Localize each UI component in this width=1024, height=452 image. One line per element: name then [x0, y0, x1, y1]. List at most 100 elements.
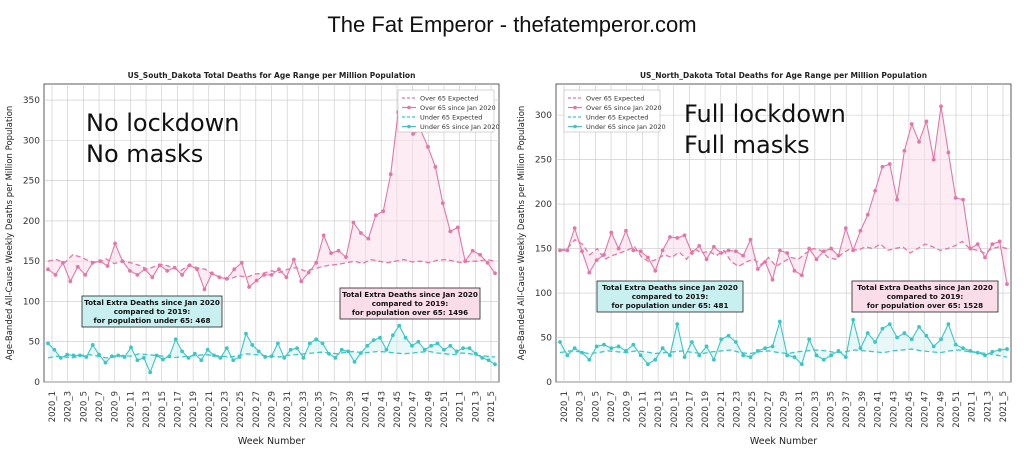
x-tick-label: 2021_3 [983, 391, 993, 422]
over65-actual-point [277, 267, 281, 272]
over65-actual-point [558, 248, 562, 253]
under65-actual-point [154, 353, 159, 358]
under65-actual-point [777, 319, 782, 324]
over65-actual-point [195, 267, 199, 272]
over65-actual-point [711, 244, 716, 249]
under65-actual-point [580, 350, 584, 355]
chart-title: US_South_Dakota Total Deaths for Age Ran… [128, 71, 416, 80]
over65-actual-point [697, 243, 702, 248]
over65-actual-point [580, 249, 584, 254]
under65-actual-point [473, 351, 478, 356]
over65-actual-point [113, 241, 117, 246]
over65-actual-point [939, 104, 943, 109]
under65-actual-point [807, 337, 812, 342]
under65-actual-point [493, 362, 497, 367]
over65-actual-point [142, 267, 147, 272]
over65-actual-point [975, 242, 980, 247]
under65-actual-point [359, 351, 363, 355]
over65-actual-point [455, 225, 460, 230]
over65-actual-point [748, 237, 753, 242]
annotation-box: Total Extra Deaths since Jan 2020compare… [851, 280, 999, 313]
legend-label: Under 65 since Jan 2020 [420, 123, 500, 131]
under65-actual-point [961, 346, 965, 351]
y-tick-label: 350 [23, 96, 40, 106]
over65-actual-point [653, 268, 658, 273]
under65-actual-point [865, 331, 870, 335]
x-tick-label: 2020_27 [252, 391, 262, 428]
x-tick-label: 2020_7 [607, 391, 617, 422]
under65-actual-point [602, 342, 606, 347]
over65-actual-point [373, 213, 378, 218]
legend-label: Under 65 Expected [586, 114, 648, 122]
x-tick-label: 2020_27 [764, 391, 774, 428]
over65-actual-point [997, 239, 1002, 244]
annotation-box: Total Extra Deaths since Jan 2020compare… [339, 287, 481, 320]
under65-actual-point [733, 340, 738, 344]
legend-label: Over 65 Expected [586, 95, 644, 103]
under65-actual-point [199, 358, 204, 363]
over65-actual-point [269, 272, 274, 277]
under65-actual-point [141, 355, 146, 360]
x-tick-label: 2020_37 [330, 391, 340, 428]
over65-actual-point [381, 209, 386, 214]
under65-actual-point [939, 337, 943, 342]
x-tick-label: 2020_43 [377, 391, 387, 428]
under65-actual-point [711, 357, 716, 362]
over65-actual-point [836, 253, 841, 258]
over65-actual-point [187, 263, 192, 268]
under65-actual-point [103, 360, 108, 365]
under65-actual-point [624, 348, 628, 353]
under65-actual-point [269, 354, 274, 359]
y-tick-label: 100 [535, 289, 552, 299]
x-tick-label: 2020_1 [48, 391, 58, 422]
y-tick-label: 250 [23, 177, 40, 187]
x-tick-label: 2020_21 [205, 391, 215, 428]
over65-actual-point [931, 157, 936, 162]
over65-actual-point [470, 248, 475, 253]
x-tick-label: 2020_33 [811, 391, 821, 428]
over65-actual-point [785, 251, 790, 255]
over65-actual-point [299, 279, 304, 284]
over65-actual-point [792, 268, 797, 273]
under65-actual-point [946, 322, 951, 327]
x-tick-label: 2020_9 [111, 391, 121, 422]
under65-actual-point [390, 333, 395, 338]
under65-actual-point [763, 346, 768, 351]
under65-actual-point [71, 353, 76, 358]
x-tick-label: 2020_11 [638, 391, 648, 428]
under65-actual-point [785, 353, 790, 358]
x-tick-label: 2020_11 [126, 391, 136, 428]
under65-actual-point [435, 341, 440, 346]
over65-actual-point [90, 260, 95, 265]
under65-actual-point [403, 335, 408, 340]
y-tick-label: 50 [29, 338, 41, 348]
over65-actual-point [232, 267, 237, 272]
over65-actual-point [247, 285, 252, 289]
over65-actual-point [463, 259, 468, 264]
under65-actual-point [480, 355, 485, 360]
under65-actual-point [792, 355, 797, 359]
under65-actual-point [282, 355, 287, 360]
over65-actual-point [314, 260, 319, 265]
under65-excess-area [560, 319, 1007, 365]
x-tick-label: 2020_3 [576, 391, 586, 422]
over65-actual-point [291, 257, 296, 262]
under65-actual-point [616, 344, 621, 349]
over65-actual-point [493, 271, 497, 276]
over65-actual-point [675, 235, 680, 240]
x-tick-label: 2020_17 [685, 391, 695, 428]
over65-actual-point [565, 248, 570, 253]
x-tick-label: 2020_37 [842, 391, 852, 428]
over65-actual-point [961, 197, 965, 202]
over65-actual-point [75, 264, 80, 269]
over65-actual-point [660, 248, 665, 253]
under65-excess-area [48, 325, 495, 373]
under65-actual-point [378, 335, 382, 340]
x-tick-label: 2020_49 [936, 391, 946, 428]
x-tick-label: 2020_15 [670, 391, 680, 428]
over65-actual-point [755, 267, 760, 271]
x-axis-label: Week Number [238, 436, 305, 447]
annotation-line: for population under 65: 468 [94, 316, 211, 325]
under65-actual-point [997, 348, 1002, 352]
